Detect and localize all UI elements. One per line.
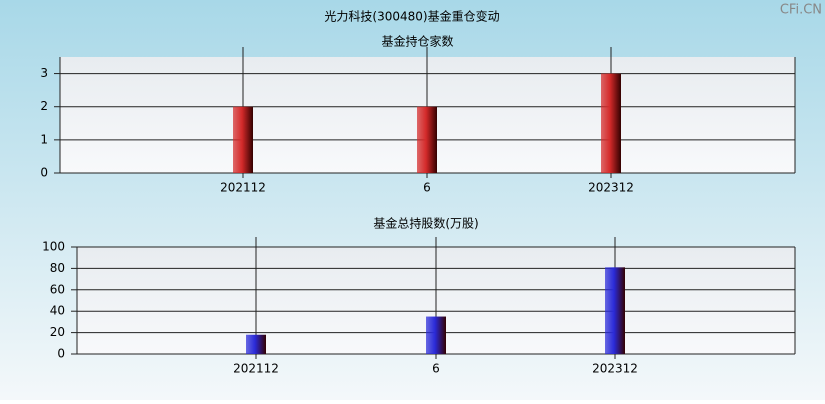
x-tick-label: 202312 bbox=[592, 362, 638, 376]
y-tick-label: 0 bbox=[40, 166, 48, 180]
page-title: 光力科技(300480)基金重仓变动 bbox=[324, 9, 499, 24]
chart-subtitle: 基金总持股数(万股) bbox=[373, 216, 478, 231]
x-tick-label: 6 bbox=[432, 362, 440, 376]
bar bbox=[417, 106, 437, 173]
x-tick-label: 202112 bbox=[233, 362, 279, 376]
x-tick-label: 202112 bbox=[220, 181, 266, 195]
y-tick-label: 100 bbox=[42, 240, 65, 254]
bar bbox=[426, 316, 446, 354]
bar bbox=[233, 106, 253, 173]
y-tick-label: 80 bbox=[50, 261, 65, 275]
bar bbox=[246, 334, 266, 354]
y-tick-label: 20 bbox=[50, 325, 65, 339]
y-tick-label: 2 bbox=[40, 99, 48, 113]
y-tick-label: 1 bbox=[40, 132, 48, 146]
y-tick-label: 60 bbox=[50, 282, 65, 296]
y-tick-label: 0 bbox=[57, 347, 65, 361]
y-tick-label: 40 bbox=[50, 304, 65, 318]
watermark: CFi.CN bbox=[780, 3, 822, 18]
chart-subtitle: 基金持仓家数 bbox=[381, 34, 453, 49]
x-tick-label: 202312 bbox=[588, 181, 634, 195]
bar bbox=[601, 73, 621, 173]
y-tick-label: 3 bbox=[40, 66, 48, 80]
bar bbox=[605, 267, 625, 354]
x-tick-label: 6 bbox=[423, 181, 431, 195]
